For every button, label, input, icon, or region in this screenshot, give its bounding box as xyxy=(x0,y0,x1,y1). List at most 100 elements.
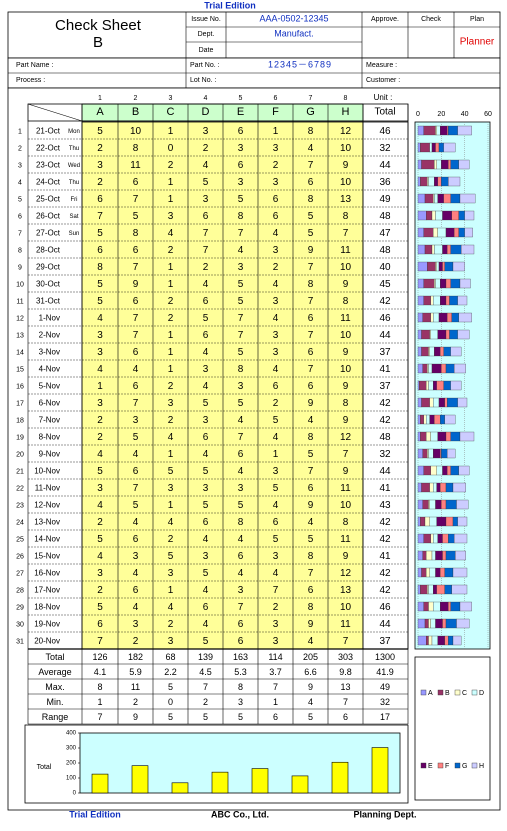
bar xyxy=(91,773,109,794)
y-tick-label: 300 xyxy=(66,746,77,752)
bar-segment xyxy=(459,278,471,289)
cell-value: 4 xyxy=(273,432,279,443)
cell-value: 6 xyxy=(203,330,209,341)
bar-segment xyxy=(423,601,429,612)
bar-segment xyxy=(445,295,450,306)
bar-segment xyxy=(429,567,436,578)
date: 4-Nov xyxy=(39,365,60,374)
legend-swatch xyxy=(420,689,427,696)
bar-segment xyxy=(417,193,426,204)
cell-value: 3 xyxy=(97,330,103,341)
bar-segment xyxy=(429,397,434,408)
label: Approve. xyxy=(371,16,399,23)
legend-label: H xyxy=(479,763,484,770)
cell-value: 4 xyxy=(168,602,174,613)
label: Manufact. xyxy=(274,28,314,38)
bar-segment xyxy=(457,516,468,527)
legend-swatch xyxy=(454,762,461,769)
bar-segment xyxy=(417,329,422,340)
legend-swatch xyxy=(437,689,444,696)
cell-value: 6 xyxy=(133,381,139,392)
bar-segment xyxy=(445,329,450,340)
row-number: 20 xyxy=(16,451,24,458)
day: Thu xyxy=(69,146,79,152)
cell-value: 5 xyxy=(133,500,139,511)
summary-value: 1 xyxy=(97,697,102,707)
bar-segment xyxy=(433,533,438,544)
row-number: 29 xyxy=(16,604,24,611)
cell-value: 6 xyxy=(238,636,244,647)
bar-segment xyxy=(431,635,438,646)
cell-value: 4 xyxy=(97,364,103,375)
bar-segment xyxy=(437,431,447,442)
bar-segment xyxy=(448,533,455,544)
bar-segment xyxy=(417,278,424,289)
bar-segment xyxy=(436,125,441,136)
bar-segment xyxy=(430,533,434,544)
row-total: 42 xyxy=(379,568,391,579)
row-total: 48 xyxy=(379,245,391,256)
cell-value: 10 xyxy=(340,330,352,341)
label: Dept. xyxy=(198,31,215,38)
cell-value: 6 xyxy=(238,449,244,460)
bar-segment xyxy=(445,550,456,561)
x-tick-label: 40 xyxy=(461,111,469,118)
x-tick-label: 0 xyxy=(416,111,420,118)
bar-segment xyxy=(438,397,445,408)
bar-segment xyxy=(450,159,459,170)
cell-value: 3 xyxy=(238,381,244,392)
bar-segment xyxy=(428,635,433,646)
date: 13-Nov xyxy=(34,518,60,527)
cell-value: 3 xyxy=(97,160,103,171)
cell-value: 11 xyxy=(340,619,351,630)
label: 12345－6789 xyxy=(268,59,332,69)
summary-value: 6.6 xyxy=(304,667,317,677)
cell-value: 10 xyxy=(340,602,352,613)
column-header: G xyxy=(306,106,315,118)
bar-segment xyxy=(464,210,475,221)
day: Wed xyxy=(68,163,80,169)
bar-segment xyxy=(454,533,468,544)
footer-text: ABC Co., Ltd. xyxy=(211,809,269,819)
bar-segment xyxy=(436,261,440,272)
bar-segment xyxy=(429,346,435,357)
bar-segment xyxy=(433,584,437,595)
bar-segment xyxy=(436,482,441,493)
cell-value: 4 xyxy=(133,568,139,579)
cell-value: 6 xyxy=(133,347,139,358)
bar-segment xyxy=(426,567,430,578)
cell-value: 5 xyxy=(203,177,209,188)
summary-value: 4.1 xyxy=(94,667,107,677)
bar-segment xyxy=(456,499,469,510)
column-number: 1 xyxy=(98,95,102,102)
cell-value: 1 xyxy=(168,364,174,375)
bar-segment xyxy=(428,618,431,629)
cell-value: 5 xyxy=(168,551,174,562)
bar-segment xyxy=(417,261,428,272)
cell-value: 4 xyxy=(203,279,209,290)
bar-segment xyxy=(431,210,436,221)
bar-segment xyxy=(428,380,434,391)
cell-value: 6 xyxy=(273,211,279,222)
date: 3-Nov xyxy=(39,348,60,357)
bar-segment xyxy=(423,278,435,289)
bar-segment xyxy=(434,193,438,204)
summary-value: 9.8 xyxy=(339,667,352,677)
bar-segment xyxy=(442,618,447,629)
date: 16-Nov xyxy=(34,569,60,578)
bar-segment xyxy=(452,635,462,646)
bar-segment xyxy=(447,312,452,323)
bar-segment xyxy=(437,635,445,646)
bar-segment xyxy=(438,261,443,272)
cell-value: 1 xyxy=(168,177,174,188)
bar-segment xyxy=(423,414,427,425)
bar-segment xyxy=(450,465,459,476)
bar-segment xyxy=(452,516,458,527)
label: Customer : xyxy=(366,77,400,84)
cell-value: 8 xyxy=(343,398,349,409)
cell-value: 2 xyxy=(97,143,103,154)
cell-value: 8 xyxy=(238,517,244,528)
cell-value: 2 xyxy=(273,160,279,171)
cell-value: 4 xyxy=(133,517,139,528)
